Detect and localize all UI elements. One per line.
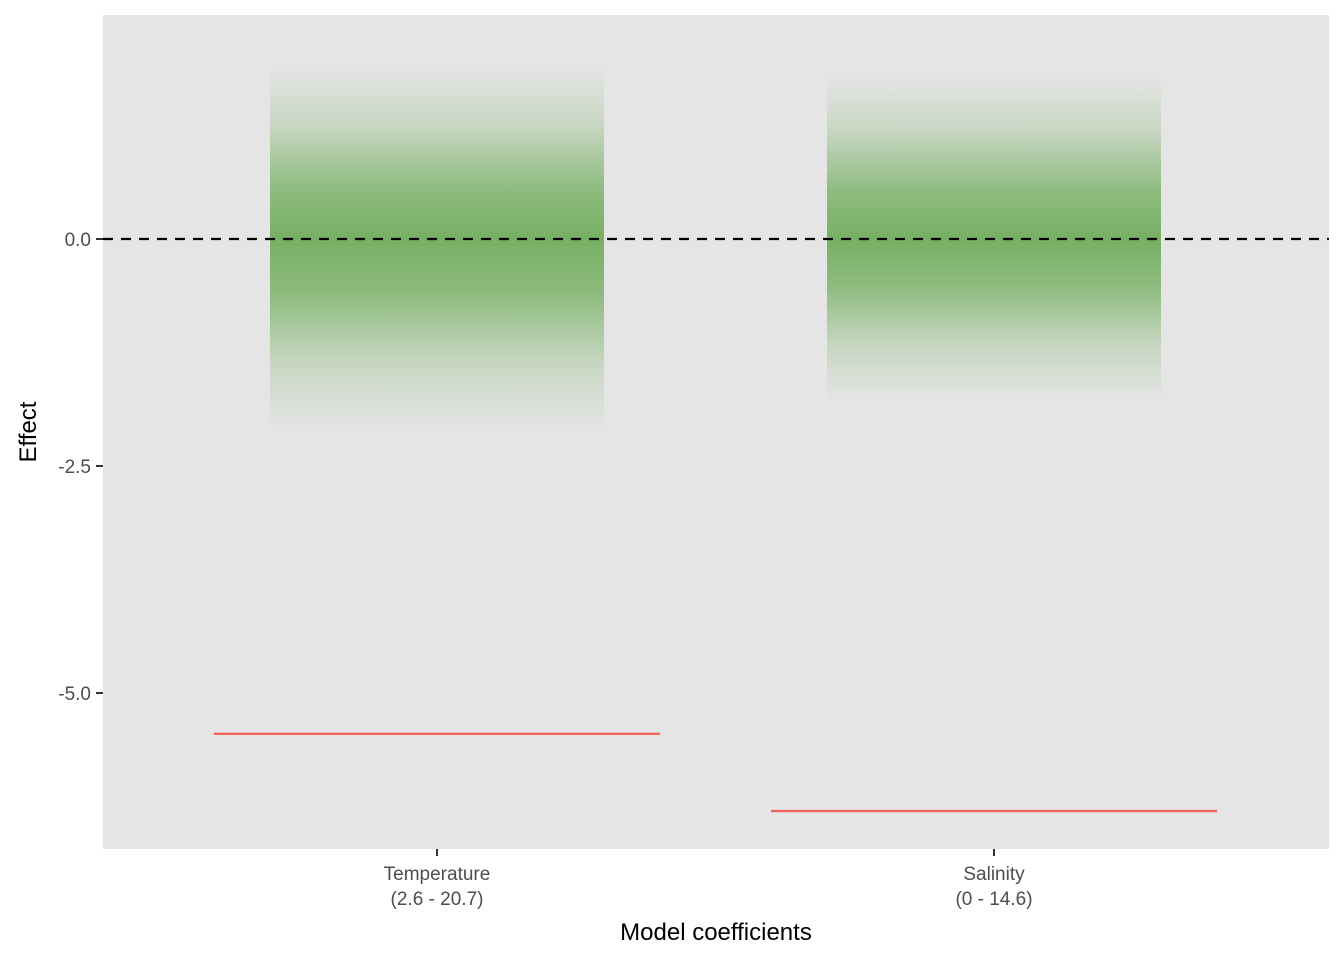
gradient-bar — [270, 66, 604, 430]
y-tick-label: -5.0 — [58, 684, 91, 705]
x-tick-label: Salinity — [963, 864, 1025, 885]
x-tick-label: Temperature — [384, 864, 491, 885]
y-tick-label: 0.0 — [65, 230, 91, 251]
x-axis-title: Model coefficients — [620, 919, 812, 946]
y-axis-title: Effect — [15, 401, 42, 462]
y-tick-label: -2.5 — [58, 457, 91, 478]
x-tick-label-range: (2.6 - 20.7) — [391, 889, 484, 910]
x-tick-label-range: (0 - 14.6) — [955, 889, 1032, 910]
